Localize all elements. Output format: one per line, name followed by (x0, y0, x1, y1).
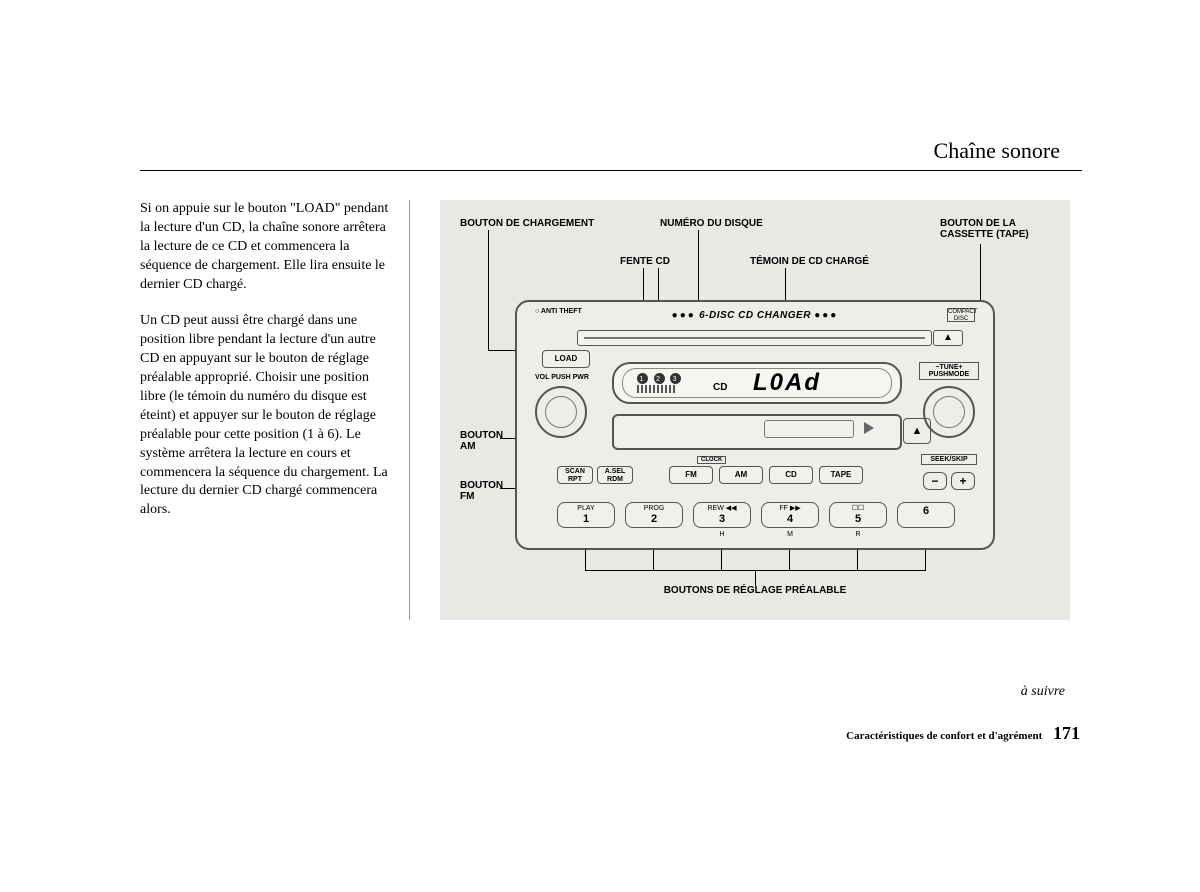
preset-6[interactable]: 6 (897, 502, 955, 528)
continued-note: à suivre (1021, 684, 1065, 700)
dots-icon: ●●● (814, 310, 838, 321)
label-cd-slot: FENTE CD (620, 256, 670, 267)
cassette-slot[interactable] (612, 414, 902, 450)
page-title: Chaîne sonore (934, 138, 1060, 164)
lcd-display: 1 2 3 CD L0Ad (612, 362, 902, 404)
leader-line (755, 570, 756, 586)
preset-2[interactable]: PROG2 (625, 502, 683, 528)
radio-diagram: BOUTON DE CHARGEMENT NUMÉRO DU DISQUE BO… (440, 200, 1070, 620)
asel-button[interactable]: A.SEL RDM (597, 466, 633, 484)
cd-logo-icon: COMPACTDISC (947, 308, 975, 322)
preset-3[interactable]: REW ◀◀3H (693, 502, 751, 528)
vol-label: VOL PUSH PWR (535, 374, 589, 381)
label-disc-number: NUMÉRO DU DISQUE (660, 218, 763, 229)
signal-bars-icon (637, 385, 677, 393)
disc-indicators: 1 2 3 (637, 373, 682, 384)
seek-plus-button[interactable]: + (951, 472, 975, 490)
disc-num: 2 (654, 373, 665, 384)
cd-button[interactable]: CD (769, 466, 813, 484)
fm-button[interactable]: FM (669, 466, 713, 484)
banner: ●●● 6-DISC CD CHANGER ●●● (567, 310, 943, 330)
tune-label: −TUNE+ PUSHMODE (919, 362, 979, 380)
content-row: Si on appuie sur le bouton "LOAD" pendan… (140, 200, 1082, 620)
banner-text: 6-DISC CD CHANGER (699, 310, 811, 321)
preset-1[interactable]: PLAY1 (557, 502, 615, 528)
disc-num: 1 (637, 373, 648, 384)
seek-skip-label: SEEK/SKIP (921, 454, 977, 465)
label-cd-loaded: TÉMOIN DE CD CHARGÉ (750, 256, 869, 267)
dots-icon: ●●● (672, 310, 696, 321)
disc-num: 3 (670, 373, 681, 384)
scan-button[interactable]: SCAN RPT (557, 466, 593, 484)
label-preset-buttons: BOUTONS DE RÉGLAGE PRÉALABLE (440, 585, 1070, 596)
clock-label: CLOCK (697, 456, 726, 464)
leader-line (488, 230, 489, 350)
lcd-mode: CD (713, 382, 727, 393)
cassette-window-icon (764, 420, 854, 438)
label-am-button: BOUTON AM (460, 430, 515, 452)
volume-knob[interactable] (535, 386, 587, 438)
text-column: Si on appuie sur le bouton "LOAD" pendan… (140, 200, 410, 620)
header-rule (140, 170, 1082, 171)
cassette-eject-button[interactable]: ▲ (903, 418, 931, 444)
page-number: 171 (1053, 723, 1080, 743)
preset-row: PLAY1 PROG2 REW ◀◀3H FF ▶▶4M ☐☐5R 6 (557, 502, 955, 528)
lcd-main: L0Ad (753, 369, 821, 397)
paragraph-1: Si on appuie sur le bouton "LOAD" pendan… (140, 200, 389, 294)
footer: Caractéristiques de confort et d'agrémen… (846, 723, 1080, 744)
manual-page: Chaîne sonore Si on appuie sur le bouton… (0, 0, 1200, 892)
lcd-inner: 1 2 3 CD L0Ad (622, 368, 892, 398)
footer-text: Caractéristiques de confort et d'agrémen… (846, 730, 1042, 742)
tape-button[interactable]: TAPE (819, 466, 863, 484)
mode-row: FM AM CD TAPE (669, 466, 863, 484)
paragraph-2: Un CD peut aussi être chargé dans une po… (140, 312, 389, 520)
am-button[interactable]: AM (719, 466, 763, 484)
label-tape-button: BOUTON DE LA CASSETTE (TAPE) (940, 218, 1050, 240)
cd-slot[interactable] (577, 330, 932, 346)
diagram-column: BOUTON DE CHARGEMENT NUMÉRO DU DISQUE BO… (440, 200, 1082, 620)
seek-buttons: − + (923, 472, 975, 490)
load-button[interactable]: LOAD (542, 350, 590, 368)
seek-minus-button[interactable]: − (923, 472, 947, 490)
cd-eject-button[interactable]: ▲ (933, 330, 963, 346)
label-load-button: BOUTON DE CHARGEMENT (460, 218, 594, 229)
arrow-icon (864, 422, 874, 434)
preset-4[interactable]: FF ▶▶4M (761, 502, 819, 528)
label-fm-button: BOUTON FM (460, 480, 515, 502)
preset-5[interactable]: ☐☐5R (829, 502, 887, 528)
radio-head-unit: ○ ANTI THEFT ●●● 6-DISC CD CHANGER ●●● C… (515, 300, 995, 550)
